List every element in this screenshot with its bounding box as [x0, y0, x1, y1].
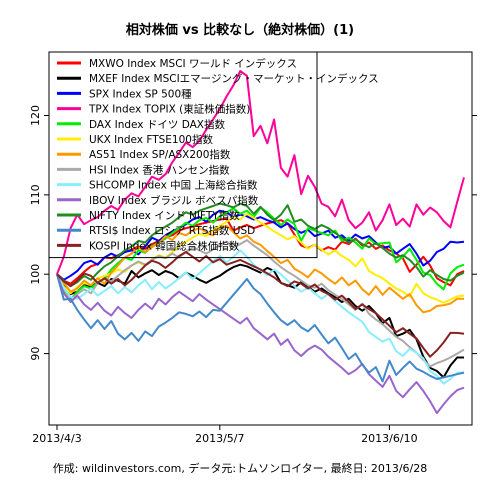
series-line-13: [56, 251, 465, 358]
plot-area: [56, 70, 465, 415]
legend-label: KOSPI Index 韓国総合株価指数: [89, 239, 240, 252]
legend-label: HSI Index 香港 ハンセン指数: [89, 163, 230, 176]
chart-title: 相対株価 vs 比較なし（絶対株価）(1): [126, 22, 354, 38]
series-line-12: [56, 273, 465, 383]
y-tick-label-left: 100: [29, 264, 42, 285]
legend-label: MXWO Index MSCI ワールド インデックス: [89, 57, 297, 70]
series-line-6: [56, 212, 465, 304]
x-tick-label: 2013/4/3: [32, 432, 81, 445]
legend-label: RTSI$ Index ロシア RTS指数 USD: [89, 224, 255, 237]
legend-label: SHCOMP Index 中国 上海総合指数: [89, 179, 258, 192]
chart-caption: 作成: wildinvestors.com, データ元:トムソンロイター, 最終…: [53, 461, 427, 475]
legend-label: SPX Index SP 500種: [89, 87, 192, 100]
axes: 90901001001101101201202013/4/32013/5/720…: [29, 105, 477, 445]
y-tick-label-left: 110: [29, 184, 42, 205]
y-tick-label-left: 120: [29, 105, 42, 126]
series-line-10: [56, 273, 465, 415]
legend-box: [48, 51, 318, 259]
x-tick-label: 2013/6/10: [361, 432, 417, 445]
series-line-11: [56, 202, 465, 288]
legend-label: TPX Index TOPIX (東証株価指数): [88, 103, 250, 116]
legend-label: AS51 Index SP/ASX200指数: [89, 148, 231, 161]
y-tick-label-left: 90: [29, 347, 42, 361]
legend-label: MXEF Index MSCIエマージング・マーケット・インデックス: [89, 72, 379, 85]
series-line-8: [56, 239, 465, 368]
legend-label: NIFTY Index インド NIFTY指数: [89, 209, 240, 222]
series-line-2: [56, 263, 464, 379]
x-tick-label: 2013/5/7: [195, 432, 244, 445]
legend-label: UKX Index FTSE100指数: [89, 133, 213, 146]
series-line-3: [56, 209, 465, 281]
legend-label: IBOV Index ブラジル ボベスパ指数: [89, 194, 259, 207]
legend: MXWO Index MSCI ワールド インデックス MXEF Index MS…: [48, 51, 379, 259]
legend-label: DAX Index ドイツ DAX指数: [89, 118, 225, 131]
series-line-4: [56, 70, 465, 275]
